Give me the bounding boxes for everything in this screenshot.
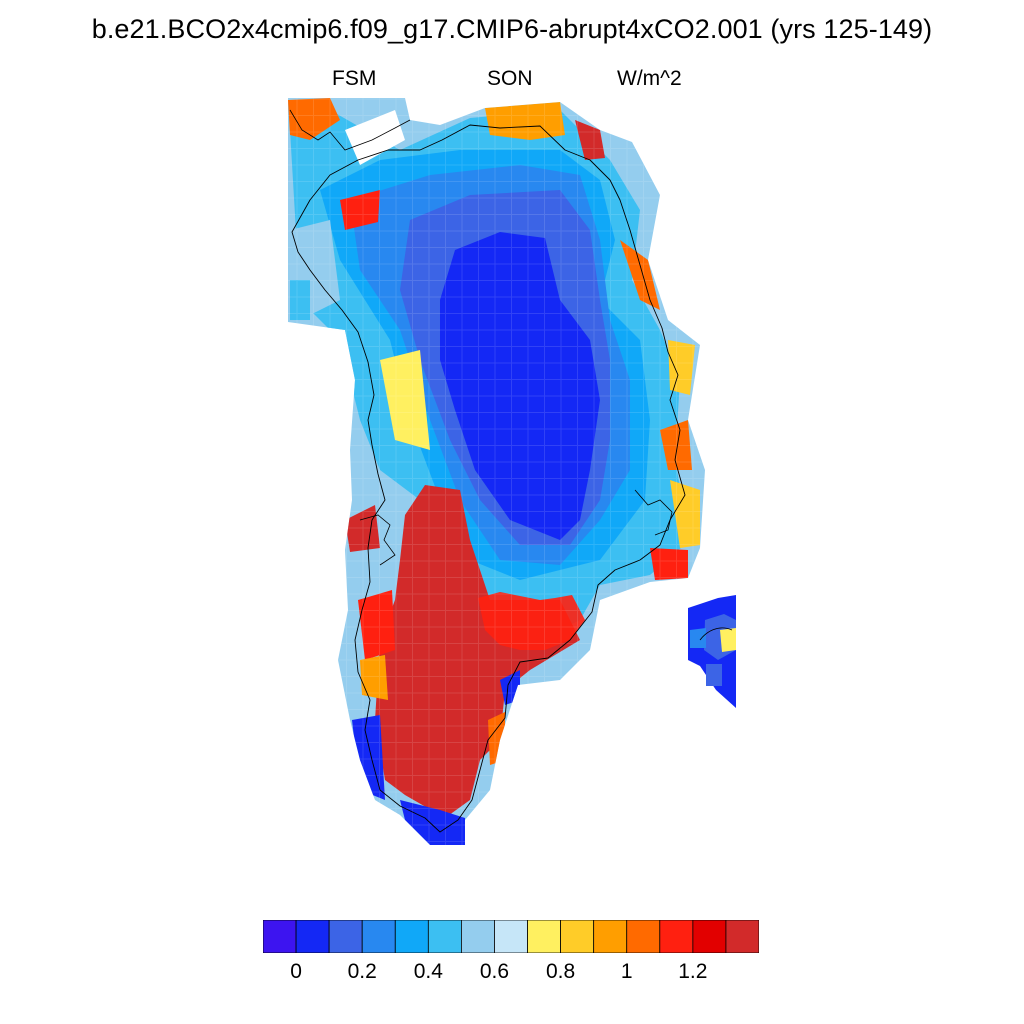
colorbar-tick-label: 0.6	[479, 960, 510, 983]
coastline-detail-west	[359, 514, 396, 566]
coastline-detail-north	[289, 109, 411, 151]
subtitle-variable: FSM	[332, 67, 377, 90]
colorbar-swatch	[361, 920, 396, 953]
colorbar-swatch	[527, 920, 561, 953]
colorbar-swatch	[593, 920, 628, 953]
field-layer	[288, 98, 705, 845]
colorbar-tick-label: 0.8	[545, 960, 576, 983]
colorbar	[263, 920, 759, 953]
subtitle-units: W/m^2	[617, 67, 682, 90]
colorbar-swatch	[560, 920, 595, 953]
colorbar-swatch	[494, 920, 528, 953]
colorbar-tick-label: 1	[620, 960, 633, 983]
colorbar-swatch	[460, 920, 495, 953]
colorbar-swatch	[394, 920, 429, 953]
subtitle-season: SON	[487, 67, 533, 90]
colorbar-swatch	[328, 920, 363, 953]
colorbar-swatch	[427, 920, 462, 953]
colorbar-swatch	[626, 920, 661, 953]
colorbar-tick-label: 0	[290, 960, 302, 983]
colorbar-swatch	[659, 920, 694, 953]
colorbar-tick-label: 0.2	[347, 960, 377, 983]
coastline	[291, 124, 686, 833]
colorbar-tick-label: 0.4	[413, 960, 443, 983]
colorbar-swatch	[295, 920, 330, 953]
colorbar-swatch	[725, 920, 759, 953]
colorbar-swatch	[263, 920, 297, 953]
iceland-fragment	[688, 595, 736, 708]
coastline-detail-east	[634, 489, 673, 536]
colorbar-tick-label: 1.2	[678, 960, 708, 983]
figure-title: b.e21.BCO2x4cmip6.f09_g17.CMIP6-abrupt4x…	[91, 14, 933, 44]
colorbar-swatch	[692, 920, 727, 953]
